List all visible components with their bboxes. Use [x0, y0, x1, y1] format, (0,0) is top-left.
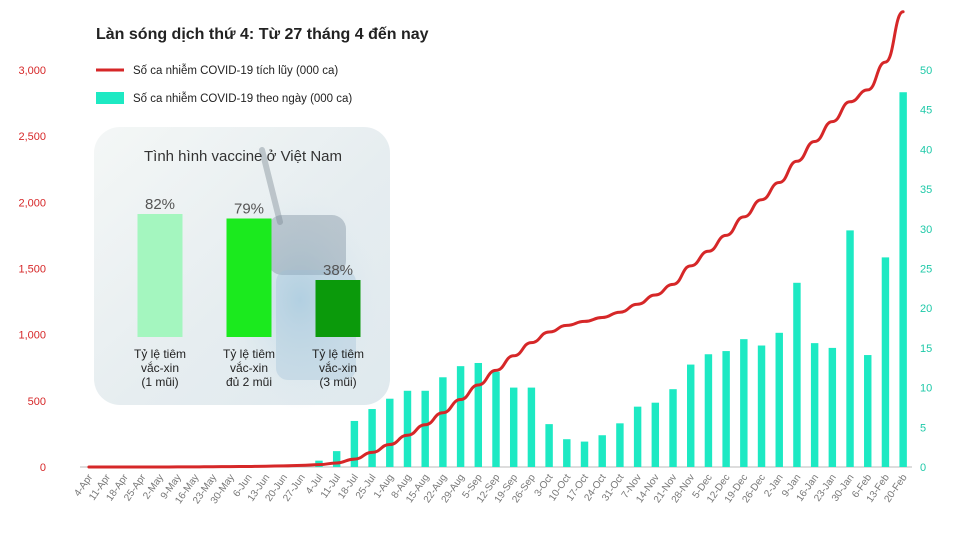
right-tick-label: 40 — [920, 144, 932, 156]
inset-bar-label: đủ 2 mũi — [226, 375, 272, 389]
daily-bar — [403, 390, 412, 467]
cumulative-line-path — [87, 10, 905, 469]
inset-bar-value: 38% — [323, 262, 353, 279]
inset-title: Tình hình vaccine ở Việt Nam — [144, 148, 342, 165]
daily-bar — [864, 355, 872, 467]
syringe-needle-decoration — [259, 147, 283, 225]
daily-bar — [669, 389, 677, 467]
left-tick-label: 2,500 — [18, 131, 46, 143]
vaccine-inset: Tình hình vaccine ở Việt Nam 82% Tỷ lệ ti… — [94, 127, 390, 410]
right-tick-label: 35 — [920, 184, 932, 196]
daily-bar — [332, 451, 341, 467]
daily-bar — [545, 424, 553, 467]
daily-bar — [474, 362, 483, 467]
left-tick-label: 500 — [28, 396, 46, 408]
daily-bar — [651, 402, 660, 467]
right-tick-label: 0 — [920, 462, 926, 474]
right-tick-label: 50 — [920, 65, 932, 77]
legend: Số ca nhiễm COVID-19 tích lũy (000 ca) S… — [96, 64, 352, 105]
daily-bar — [810, 343, 819, 467]
left-axis-ticks: 0 500 1,000 1,500 2,000 2,500 3,000 — [18, 65, 46, 474]
chart-title: Làn sóng dịch thứ 4: Từ 27 tháng 4 đến n… — [96, 26, 429, 43]
right-tick-label: 20 — [920, 303, 932, 315]
vial-cap-decoration — [268, 215, 346, 275]
left-tick-label: 2,000 — [18, 197, 46, 209]
daily-bar — [793, 282, 801, 467]
inset-bar — [226, 218, 272, 337]
inset-bar-label: Tỷ lệ tiêm — [223, 347, 275, 361]
inset-bar-label: (3 mũi) — [319, 375, 356, 389]
inset-bar-value: 79% — [234, 201, 264, 218]
daily-bar — [687, 364, 695, 467]
right-tick-label: 15 — [920, 343, 932, 355]
legend-cumulative-label: Số ca nhiễm COVID-19 tích lũy (000 ca) — [133, 64, 338, 77]
left-tick-label: 3,000 — [18, 65, 46, 77]
daily-bar — [350, 420, 359, 467]
legend-bar-swatch — [96, 92, 124, 104]
right-axis-ticks: 0 5 10 15 20 25 30 35 40 45 50 — [920, 65, 932, 474]
inset-bar — [315, 280, 361, 337]
daily-bar — [492, 371, 500, 467]
inset-bar-label: vắc-xin — [141, 360, 179, 375]
daily-bar — [421, 390, 429, 467]
left-tick-label: 0 — [40, 462, 46, 474]
right-tick-label: 45 — [920, 105, 932, 117]
daily-bar — [527, 387, 536, 467]
daily-bar — [757, 345, 766, 467]
inset-bar-label: Tỷ lệ tiêm — [134, 347, 186, 361]
daily-bar — [598, 435, 606, 467]
daily-bar — [899, 92, 907, 468]
daily-bar — [740, 339, 748, 467]
daily-cases-bars — [315, 92, 907, 468]
left-tick-label: 1,000 — [18, 330, 46, 342]
daily-bar — [846, 230, 854, 467]
right-tick-label: 10 — [920, 383, 932, 395]
cumulative-cases-line — [87, 10, 905, 469]
inset-bar-label: Tỷ lệ tiêm — [312, 347, 364, 361]
daily-bar — [881, 257, 890, 467]
daily-bar — [456, 366, 465, 467]
daily-bar — [704, 354, 713, 467]
right-tick-label: 30 — [920, 224, 932, 236]
daily-bar — [439, 377, 447, 467]
daily-bar — [828, 347, 837, 467]
daily-bar — [775, 332, 783, 467]
inset-bar — [137, 214, 183, 337]
left-tick-label: 1,500 — [18, 264, 46, 276]
daily-bar — [368, 409, 376, 467]
legend-daily-label: Số ca nhiễm COVID-19 theo ngày (000 ca) — [133, 92, 352, 105]
daily-bar — [563, 439, 571, 467]
inset-bar-label: (1 mũi) — [141, 375, 178, 389]
inset-bar-label: vắc-xin — [230, 360, 268, 375]
inset-bar-value: 82% — [145, 196, 175, 213]
daily-bar — [616, 423, 624, 467]
x-axis-ticks: 4-Apr11-Apr18-Apr25-Apr2-May9-May16-May2… — [72, 472, 910, 506]
daily-bar — [509, 387, 518, 467]
daily-bar — [633, 406, 642, 467]
daily-bar — [580, 441, 589, 467]
inset-bar-label: vắc-xin — [319, 360, 357, 375]
daily-bar — [386, 398, 394, 467]
right-tick-label: 25 — [920, 264, 932, 276]
right-tick-label: 5 — [920, 422, 926, 434]
daily-bar — [722, 351, 730, 467]
